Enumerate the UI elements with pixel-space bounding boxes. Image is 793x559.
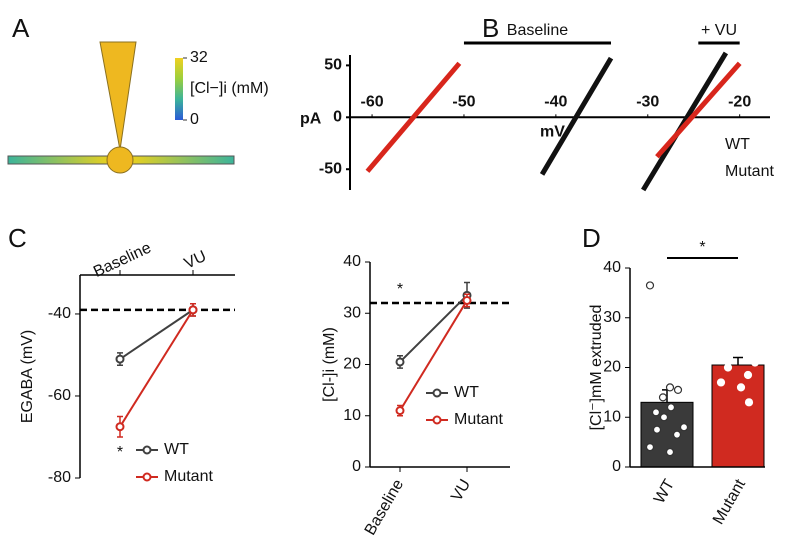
y-axis-label: pA	[300, 111, 322, 128]
x-tick-label: VU	[182, 248, 209, 273]
panel-letter: D	[582, 223, 601, 253]
data-point	[645, 281, 655, 290]
legend-marker	[432, 415, 442, 425]
data-point	[673, 385, 683, 394]
data-point	[723, 363, 733, 372]
significance-mark: *	[397, 281, 403, 298]
data-point	[652, 425, 662, 434]
y-tick-label: 30	[603, 309, 621, 326]
data-point	[750, 358, 760, 367]
data-point	[672, 430, 682, 439]
panel-letter: C	[8, 223, 27, 253]
data-point	[744, 398, 754, 407]
data-point	[744, 328, 754, 337]
legend-marker	[432, 388, 442, 398]
legend-marker	[142, 472, 152, 482]
colorbar-tick-label: 0	[190, 111, 199, 128]
y-tick-label: 50	[324, 57, 342, 74]
data-point	[665, 447, 675, 457]
x-tick-label: Baseline	[362, 477, 407, 539]
data-point	[115, 354, 125, 364]
data-point	[462, 295, 472, 305]
y-tick-label: -80	[48, 469, 71, 486]
legend-label: Mutant	[454, 411, 503, 428]
trace	[365, 61, 742, 173]
y-tick-label: -50	[319, 160, 342, 177]
legend-label: Mutant	[164, 468, 213, 485]
x-tick-label: Mutant	[710, 476, 749, 527]
bracket-label: + VU	[701, 22, 737, 39]
colorbar-tick-label: 32	[190, 49, 208, 66]
data-point	[395, 357, 405, 367]
data-point	[679, 423, 689, 432]
series-line	[399, 299, 468, 412]
data-point	[729, 333, 739, 342]
bar	[640, 401, 694, 468]
series-line	[119, 309, 194, 360]
trace	[539, 51, 729, 192]
y-tick-label: 0	[612, 458, 621, 475]
data-point	[722, 343, 732, 352]
y-tick-label: 10	[603, 408, 621, 425]
data-point	[659, 413, 669, 422]
x-tick-label: -20	[728, 94, 751, 111]
bracket-label: Baseline	[507, 22, 568, 39]
data-point	[645, 443, 655, 452]
error-bar	[733, 356, 743, 366]
y-tick-label: 0	[333, 109, 342, 126]
data-point	[395, 406, 405, 416]
y-tick-label: 0	[352, 458, 361, 475]
significance-mark: *	[699, 239, 705, 256]
significance-mark: *	[117, 444, 123, 461]
panel-letter: A	[12, 13, 30, 43]
data-point	[666, 403, 676, 412]
x-tick-label: -50	[452, 94, 475, 111]
y-tick-label: 20	[343, 356, 361, 373]
x-tick-label: VU	[448, 477, 474, 505]
legend-label: WT	[454, 384, 479, 401]
legend-label: WT	[164, 441, 189, 458]
y-tick-label: 10	[343, 407, 361, 424]
data-point	[716, 323, 726, 332]
data-point	[188, 305, 198, 315]
data-point	[743, 370, 753, 380]
y-tick-label: 40	[343, 253, 361, 270]
data-point	[658, 393, 668, 402]
x-axis-label: mV	[540, 124, 565, 141]
x-tick-label: -40	[544, 94, 567, 111]
x-tick-label: -60	[360, 94, 383, 111]
data-point	[115, 422, 125, 432]
data-point	[736, 326, 746, 335]
pipette	[99, 41, 137, 151]
y-tick-label: 30	[343, 304, 361, 321]
legend-label: WT	[725, 136, 750, 153]
y-axis-label: [Cl-]i (mM)	[321, 327, 338, 402]
colorbar	[175, 58, 183, 120]
y-tick-label: -40	[48, 305, 71, 322]
soma	[106, 146, 134, 174]
y-tick-label: 20	[603, 359, 621, 376]
neuron-diagram	[7, 41, 235, 174]
y-axis-label: [Cl⁻]mM extruded	[588, 305, 605, 431]
series-line	[119, 309, 194, 428]
x-tick-label: -30	[636, 94, 659, 111]
y-tick-label: -60	[48, 387, 71, 404]
series-line	[399, 294, 468, 363]
data-point	[737, 338, 747, 347]
panel-letter: B	[482, 13, 499, 43]
data-point	[716, 378, 726, 387]
y-tick-label: 40	[603, 259, 621, 276]
colorbar-label: [Cl−]i (mM)	[190, 80, 269, 97]
legend-marker	[142, 445, 152, 455]
legend-label: Mutant	[725, 163, 774, 180]
data-point	[730, 348, 740, 357]
y-axis-label: EGABA (mV)	[19, 330, 36, 423]
data-point	[736, 383, 746, 392]
x-tick-label: WT	[651, 476, 678, 506]
data-point	[651, 408, 661, 417]
data-point	[665, 383, 675, 392]
